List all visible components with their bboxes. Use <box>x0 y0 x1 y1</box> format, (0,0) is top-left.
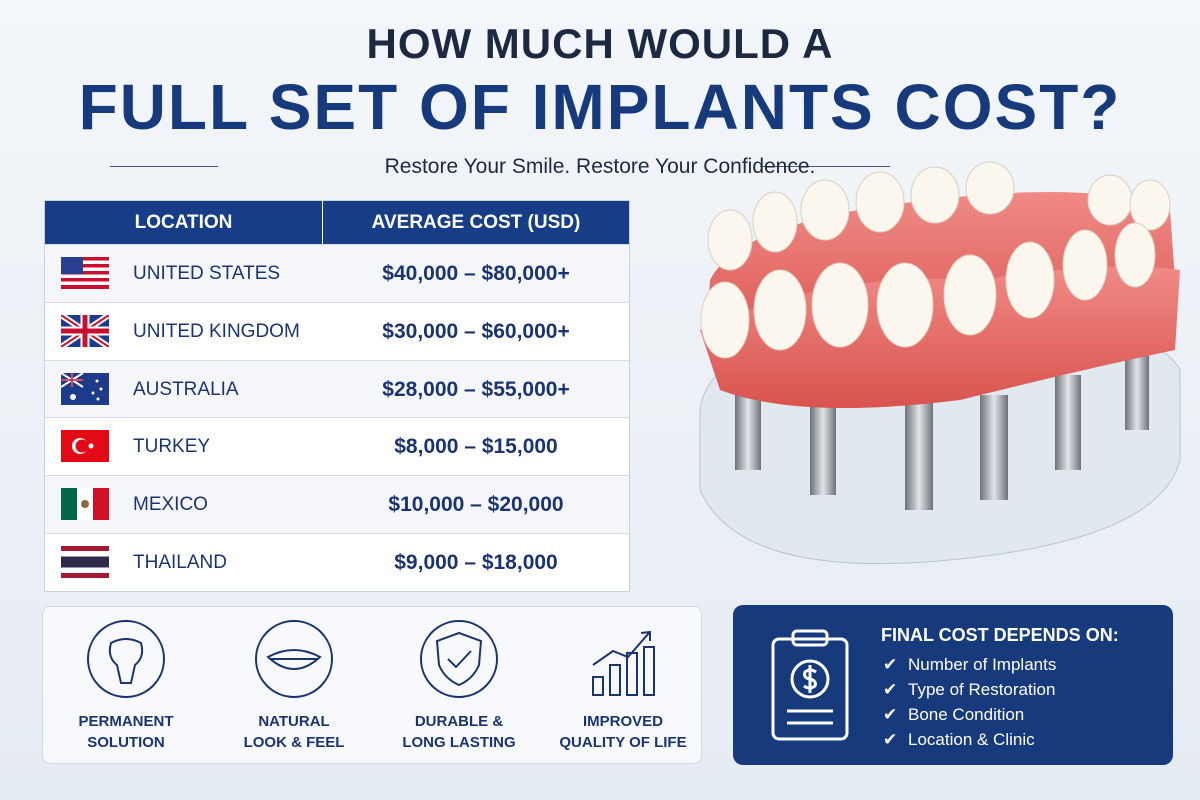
table-row: AUSTRALIA $28,000 – $55,000+ <box>45 359 629 418</box>
factor-item: Bone Condition <box>908 705 1025 724</box>
table-row: UNITED STATES $40,000 – $80,000+ <box>45 244 629 302</box>
country: THAILAND <box>133 552 227 573</box>
check-icon: ✔ <box>883 730 898 749</box>
table-row: MEXICO $10,000 – $20,000 <box>45 475 629 534</box>
benefit-label: QUALITY OF LIFE <box>559 734 687 751</box>
table-row: THAILAND $9,000 – $18,000 <box>45 533 629 591</box>
table-row: TURKEY $8,000 – $15,000 <box>45 417 629 475</box>
flag <box>61 314 109 347</box>
divider <box>110 166 218 167</box>
implant-illustration <box>699 161 1181 565</box>
flag <box>61 488 109 521</box>
flag <box>61 430 109 463</box>
check-icon: ✔ <box>883 680 898 699</box>
benefit-label: NATURAL <box>258 713 330 730</box>
benefit-label: LOOK & FEEL <box>243 734 345 751</box>
benefit-label: IMPROVED <box>582 713 663 730</box>
cost-range: $9,000 – $18,000 <box>394 551 558 574</box>
country: AUSTRALIA <box>133 378 239 400</box>
benefits-panel: PERMANENT SOLUTION NATURAL LOOK & FEEL DURAB… <box>42 606 702 764</box>
teeth <box>700 161 1171 359</box>
factor-item: Number of Implants <box>908 655 1057 674</box>
cost-range: $28,000 – $55,000+ <box>382 377 570 401</box>
cost-range: $8,000 – $15,000 <box>394 435 558 459</box>
benefit-label: PERMANENT <box>78 713 174 730</box>
flag <box>61 257 109 289</box>
table-header: AVERAGE COST (USD) <box>323 201 629 244</box>
cost-range: $10,000 – $20,000 <box>388 493 564 517</box>
flag <box>61 372 109 405</box>
table-row: UNITED KINGDOM $30,000 – $60,000+ <box>45 301 629 360</box>
invoice-icon <box>771 629 849 741</box>
benefit-label: SOLUTION <box>87 734 165 751</box>
country: TURKEY <box>133 436 211 458</box>
country: UNITED STATES <box>133 263 281 284</box>
title-line1: HOW MUCH WOULD A <box>366 20 834 67</box>
cost-table: LOCATION AVERAGE COST (USD) UNITED STATE… <box>44 200 630 592</box>
country: MEXICO <box>133 494 208 516</box>
title-line2: FULL SET OF IMPLANTS COST? <box>78 71 1122 143</box>
benefit-label: LONG LASTING <box>402 734 516 751</box>
factor-item: Location & Clinic <box>908 730 1035 749</box>
factor-item: Type of Restoration <box>908 680 1056 699</box>
table-header: LOCATION <box>45 201 322 244</box>
benefit-icons <box>87 620 655 698</box>
country: UNITED KINGDOM <box>133 320 300 342</box>
cost-range: $30,000 – $60,000+ <box>382 319 570 343</box>
check-icon: ✔ <box>883 705 898 724</box>
check-icon: ✔ <box>883 655 898 674</box>
factors-panel: FINAL COST DEPENDS ON: ✔ Number of Implan… <box>733 605 1173 765</box>
divider <box>760 166 890 167</box>
factors-title: FINAL COST DEPENDS ON: <box>881 625 1119 645</box>
flag <box>61 546 109 578</box>
cost-range: $40,000 – $80,000+ <box>382 262 570 285</box>
benefit-label: DURABLE & <box>414 713 504 730</box>
subtitle: Restore Your Smile. Restore Your Confide… <box>384 155 816 178</box>
